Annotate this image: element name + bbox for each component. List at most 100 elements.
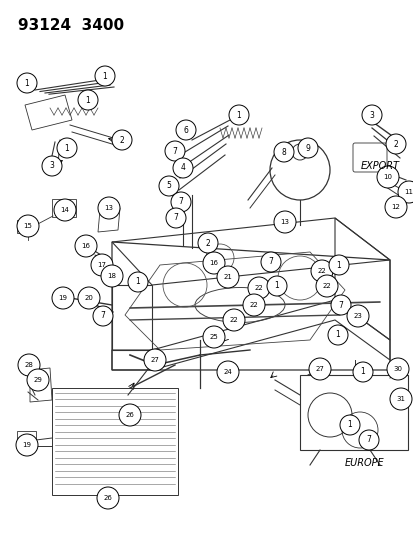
Circle shape [93, 306, 113, 326]
Circle shape [112, 130, 132, 150]
Text: 28: 28 [24, 362, 33, 368]
Circle shape [330, 295, 350, 315]
Circle shape [386, 358, 408, 380]
Text: 7: 7 [100, 311, 105, 320]
Circle shape [91, 254, 113, 276]
Circle shape [385, 134, 405, 154]
Circle shape [273, 211, 295, 233]
Circle shape [165, 141, 185, 161]
Circle shape [18, 354, 40, 376]
Circle shape [57, 138, 77, 158]
Text: 1: 1 [102, 71, 107, 80]
Text: 1: 1 [85, 95, 90, 104]
Text: 7: 7 [172, 147, 177, 156]
Text: 19: 19 [22, 442, 31, 448]
Text: 1: 1 [274, 281, 279, 290]
Text: 22: 22 [317, 268, 325, 274]
Text: 22: 22 [229, 317, 238, 323]
Circle shape [17, 73, 37, 93]
Text: 6: 6 [183, 125, 188, 134]
Text: 1: 1 [347, 421, 351, 430]
Text: 22: 22 [249, 302, 258, 308]
Circle shape [308, 358, 330, 380]
Text: 23: 23 [353, 313, 361, 319]
Text: 1: 1 [135, 278, 140, 287]
Circle shape [297, 138, 317, 158]
Circle shape [339, 415, 359, 435]
Text: 18: 18 [107, 273, 116, 279]
Text: 26: 26 [103, 495, 112, 501]
Text: 10: 10 [382, 174, 392, 180]
Circle shape [328, 255, 348, 275]
Text: 7: 7 [366, 435, 370, 445]
Circle shape [144, 349, 166, 371]
Text: 20: 20 [84, 295, 93, 301]
Text: 16: 16 [209, 260, 218, 266]
Circle shape [327, 325, 347, 345]
Circle shape [216, 266, 238, 288]
Text: 13: 13 [280, 219, 289, 225]
Text: 3: 3 [50, 161, 54, 171]
Circle shape [173, 158, 192, 178]
Circle shape [166, 208, 185, 228]
Circle shape [352, 362, 372, 382]
Text: 1: 1 [24, 78, 29, 87]
Circle shape [361, 105, 381, 125]
Circle shape [346, 305, 368, 327]
Text: 27: 27 [315, 366, 324, 372]
Circle shape [52, 287, 74, 309]
Circle shape [16, 434, 38, 456]
Circle shape [78, 287, 100, 309]
Text: 19: 19 [58, 295, 67, 301]
Circle shape [202, 252, 224, 274]
Text: 15: 15 [24, 223, 32, 229]
Circle shape [384, 196, 406, 218]
Circle shape [223, 309, 244, 331]
Text: 12: 12 [391, 204, 399, 210]
Text: 17: 17 [97, 262, 106, 268]
Text: 7: 7 [338, 301, 343, 310]
Text: 7: 7 [178, 198, 183, 206]
Text: 93124  3400: 93124 3400 [18, 18, 124, 33]
Text: 24: 24 [223, 369, 232, 375]
Text: 9: 9 [305, 143, 310, 152]
Text: 27: 27 [150, 357, 159, 363]
Text: 1: 1 [360, 367, 365, 376]
Circle shape [95, 66, 115, 86]
Circle shape [397, 181, 413, 203]
Text: 26: 26 [125, 412, 134, 418]
Circle shape [176, 120, 195, 140]
Text: 25: 25 [209, 334, 218, 340]
Circle shape [376, 166, 398, 188]
Text: 4: 4 [180, 164, 185, 173]
Text: 1: 1 [64, 143, 69, 152]
Text: 3: 3 [369, 110, 373, 119]
Circle shape [358, 430, 378, 450]
Circle shape [266, 276, 286, 296]
Circle shape [54, 199, 76, 221]
Text: 1: 1 [236, 110, 241, 119]
Circle shape [247, 277, 269, 299]
Text: 7: 7 [173, 214, 178, 222]
Circle shape [75, 235, 97, 257]
Text: 31: 31 [396, 396, 404, 402]
Circle shape [128, 272, 147, 292]
Circle shape [389, 388, 411, 410]
Text: 30: 30 [392, 366, 401, 372]
Circle shape [159, 176, 178, 196]
Circle shape [197, 233, 218, 253]
Text: EXPORT: EXPORT [360, 161, 399, 171]
Circle shape [216, 361, 238, 383]
Circle shape [119, 404, 141, 426]
Circle shape [171, 192, 190, 212]
Text: 8: 8 [281, 148, 286, 157]
Text: 21: 21 [223, 274, 232, 280]
Text: 2: 2 [393, 140, 397, 149]
Circle shape [228, 105, 248, 125]
Text: 22: 22 [322, 283, 330, 289]
Circle shape [78, 90, 98, 110]
Circle shape [260, 252, 280, 272]
Text: 22: 22 [254, 285, 263, 291]
Text: 13: 13 [104, 205, 113, 211]
Circle shape [98, 197, 120, 219]
